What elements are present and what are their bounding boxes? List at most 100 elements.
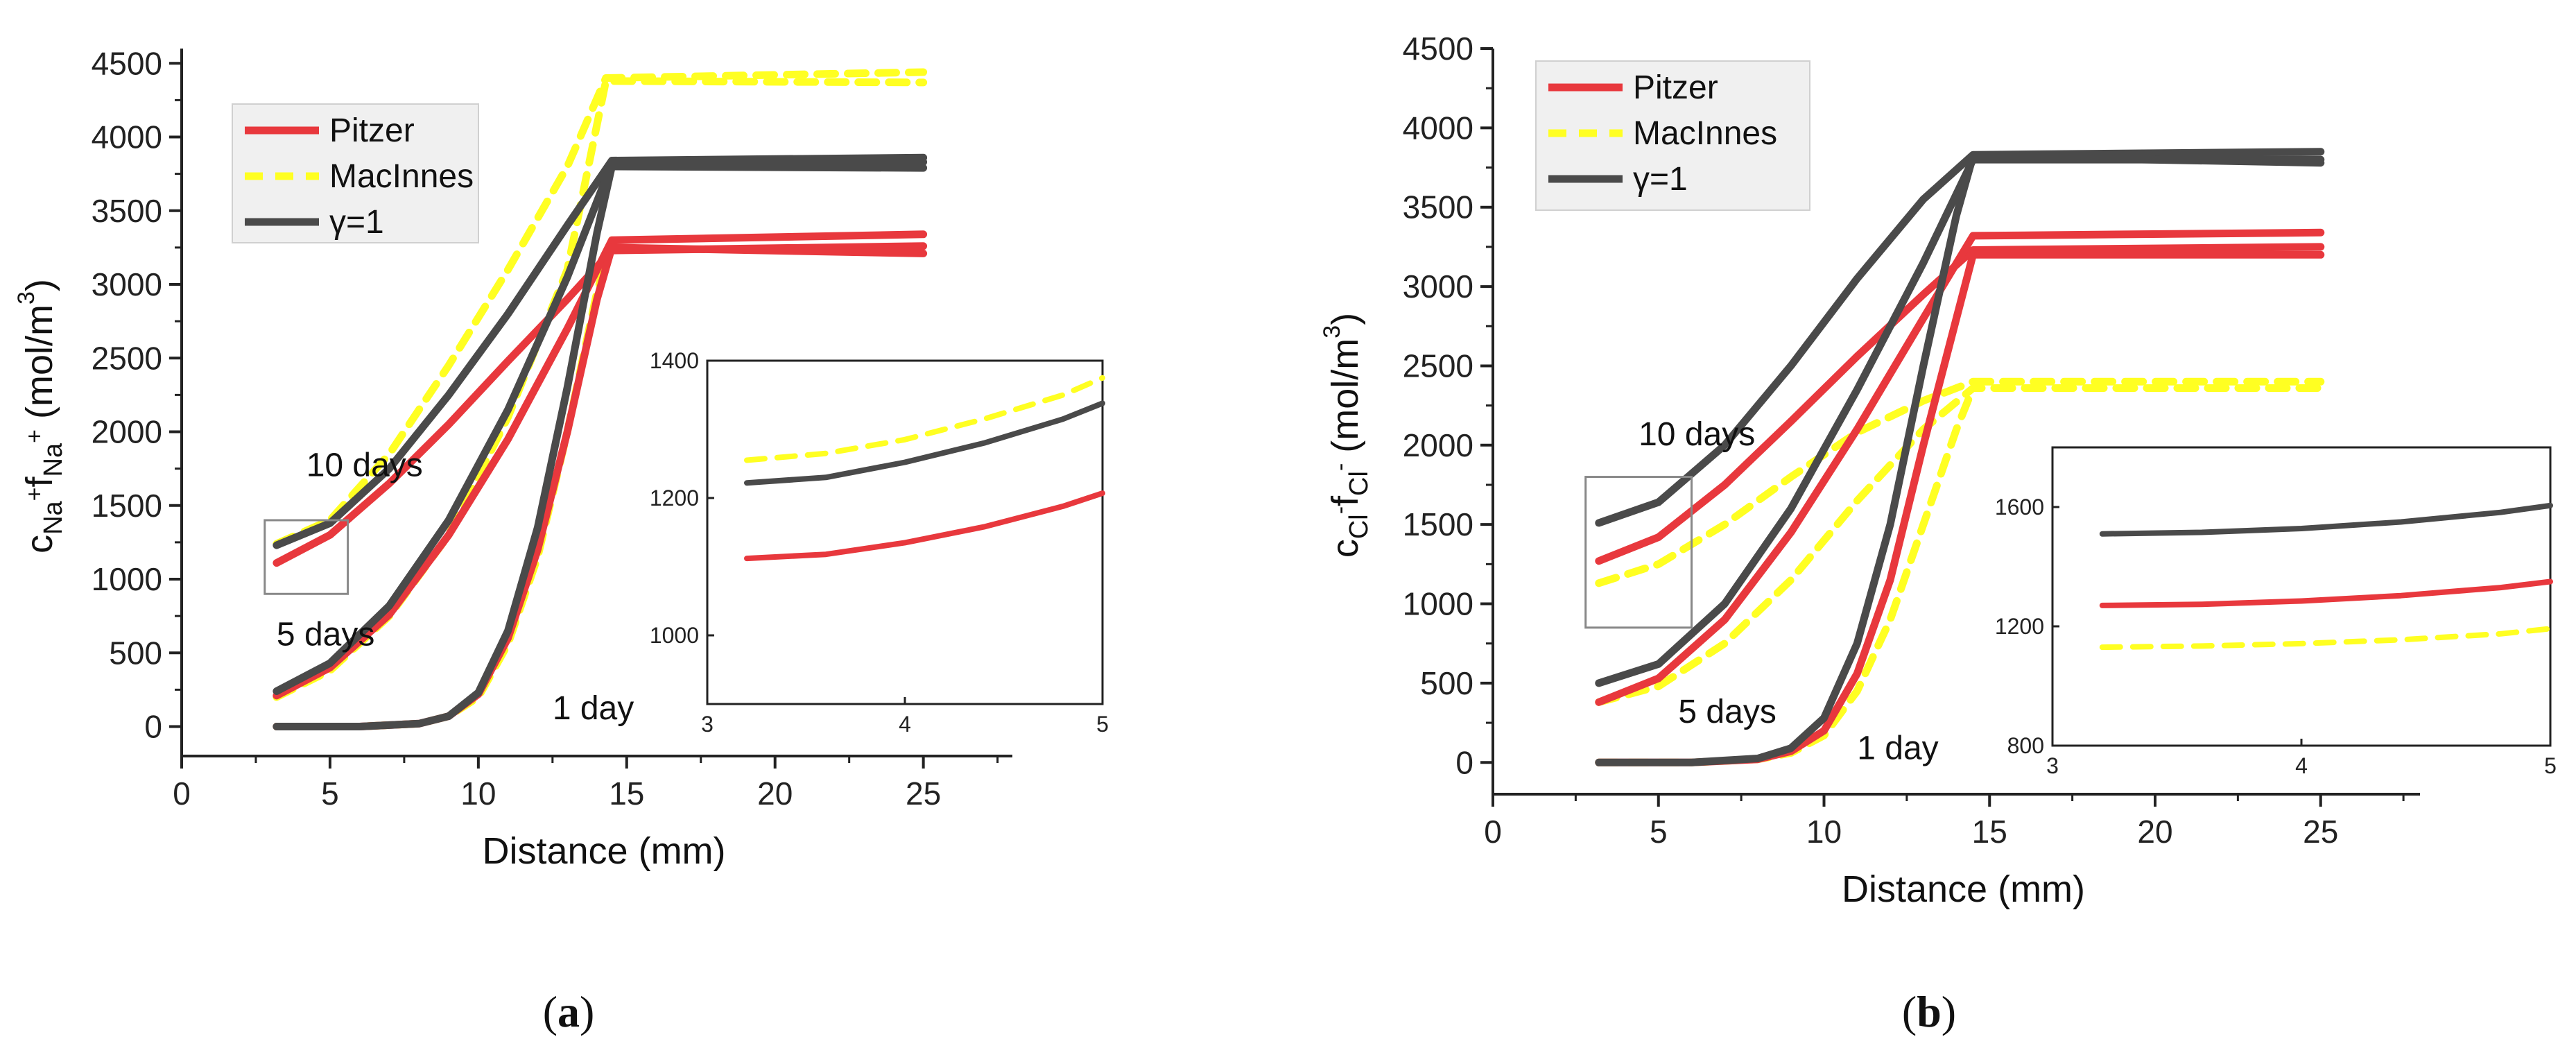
legend-label: MacInnes bbox=[1633, 115, 1777, 152]
panel-label: (b) bbox=[1902, 987, 1956, 1036]
x-tick-label: 20 bbox=[757, 775, 793, 812]
y-axis-title-part: - bbox=[1327, 506, 1354, 514]
y-axis-title-part: (mol/m bbox=[1324, 338, 1366, 463]
x-axis-title: Distance (mm) bbox=[482, 830, 725, 872]
inset-y-tick-label: 1400 bbox=[650, 348, 699, 373]
series-line-Pitzer-5-days bbox=[1595, 228, 2325, 706]
y-axis-title-part: 3 bbox=[1319, 325, 1345, 338]
inset-y-tick-label: 1200 bbox=[650, 486, 699, 510]
inset-x-tick-label: 5 bbox=[2544, 753, 2557, 778]
inset-x-tick-label: 3 bbox=[2046, 753, 2059, 778]
series-line-1-10-days bbox=[273, 153, 928, 549]
inset-y-tick-label: 800 bbox=[2007, 733, 2044, 758]
inset-series-line-1 bbox=[2099, 502, 2553, 537]
y-axis-title-part: - bbox=[1327, 463, 1354, 471]
inset-frame bbox=[706, 359, 1104, 705]
y-axis-title-part: ) bbox=[19, 279, 60, 291]
y-tick-label: 500 bbox=[1420, 665, 1473, 701]
panel-label-open: ( bbox=[1902, 987, 1917, 1036]
y-tick-label: 1000 bbox=[1403, 586, 1473, 622]
inset-y-tick-label: 1200 bbox=[1995, 614, 2044, 639]
series-line-1-1-day bbox=[273, 162, 928, 730]
y-tick-label: 2000 bbox=[92, 414, 162, 450]
legend-label: MacInnes bbox=[329, 158, 474, 195]
inset-y-tick-label: 1600 bbox=[1995, 495, 2044, 520]
panel-label-close: ) bbox=[580, 987, 594, 1036]
inset-y-tick-label: 1000 bbox=[650, 623, 699, 648]
y-axis-title-part: + bbox=[21, 487, 48, 501]
y-tick-label: 3000 bbox=[1403, 268, 1473, 304]
y-axis-title-part: (mol/m bbox=[19, 304, 60, 429]
x-tick-label: 25 bbox=[906, 775, 941, 812]
y-tick-label: 1000 bbox=[92, 561, 162, 597]
y-axis-title: cNa+fNa+ (mol/m3) bbox=[13, 279, 68, 554]
x-tick-label: 20 bbox=[2137, 814, 2172, 850]
y-tick-label: 2000 bbox=[1403, 427, 1473, 463]
panel-label-open: ( bbox=[543, 987, 557, 1036]
series-line-Pitzer-10-days bbox=[1595, 243, 2325, 565]
inset-series-line-1 bbox=[744, 400, 1105, 486]
x-tick-label: 10 bbox=[1806, 814, 1842, 850]
y-axis-title-part: Cl bbox=[1345, 514, 1374, 539]
y-axis-title-part: + bbox=[21, 429, 48, 443]
panel-label-letter: b bbox=[1917, 987, 1942, 1036]
y-tick-label: 1500 bbox=[92, 488, 162, 524]
y-tick-label: 3500 bbox=[1403, 189, 1473, 225]
y-axis-title-part: Na bbox=[39, 443, 68, 477]
y-axis-title-part: Na bbox=[39, 500, 68, 534]
annotation-label: 1 day bbox=[553, 690, 634, 727]
y-tick-label: 3000 bbox=[92, 266, 162, 302]
y-axis-title: cCl-fCl- (mol/m3) bbox=[1319, 313, 1374, 558]
y-axis-title-part: c bbox=[19, 535, 60, 554]
panel-label-letter: a bbox=[557, 987, 580, 1036]
inset-series-line-Pitzer bbox=[744, 490, 1105, 562]
x-axis-title: Distance (mm) bbox=[1842, 868, 2085, 910]
inset-chart: 3 4 5 1000 1200 1400 bbox=[650, 348, 1109, 737]
y-axis-title-part: Cl bbox=[1345, 471, 1374, 496]
y-tick-label: 3500 bbox=[92, 193, 162, 229]
inset-series-line-MacInnes bbox=[2099, 626, 2553, 651]
x-tick-label: 10 bbox=[460, 775, 496, 812]
inset-frame bbox=[2051, 446, 2552, 747]
inset-series-line-Pitzer bbox=[2099, 578, 2553, 608]
x-tick-label: 15 bbox=[1972, 814, 2007, 850]
y-tick-label: 4000 bbox=[92, 119, 162, 155]
panel-label-close: ) bbox=[1942, 987, 1956, 1036]
legend-label: γ=1 bbox=[329, 204, 384, 241]
series-line-MacInnes-5-days bbox=[1595, 384, 2325, 706]
inset-chart: 3 4 5 800 1200 1600 bbox=[1995, 446, 2557, 778]
chart-panel-a: 0 5 10 15 20 25 0 500 1000 1500 2000 2500 3000 3500 40… bbox=[13, 45, 1109, 1036]
legend-label: Pitzer bbox=[1633, 69, 1718, 106]
zoom-box bbox=[263, 519, 349, 595]
inset-x-tick-label: 5 bbox=[1096, 712, 1109, 737]
annotation-label: 10 days bbox=[306, 447, 423, 483]
x-tick-label: 15 bbox=[609, 775, 644, 812]
chart-panel-b: 0 5 10 15 20 25 0 500 1000 1500 2000 2500 3000 3500 40… bbox=[1319, 31, 2557, 1036]
series-line-1-10-days bbox=[1595, 148, 2325, 527]
series-line-1-1-day bbox=[1595, 153, 2325, 766]
y-axis-title-part: c bbox=[1324, 539, 1366, 558]
inset-x-tick-label: 4 bbox=[899, 712, 911, 737]
y-tick-label: 0 bbox=[1455, 744, 1473, 780]
y-tick-label: 500 bbox=[109, 635, 162, 671]
x-tick-label: 25 bbox=[2303, 814, 2338, 850]
y-tick-label: 4000 bbox=[1403, 110, 1473, 146]
y-axis-title-part: f bbox=[19, 476, 60, 487]
legend-label: Pitzer bbox=[329, 112, 415, 149]
inset-series-line-MacInnes bbox=[744, 375, 1105, 463]
panel-label: (a) bbox=[543, 987, 595, 1036]
zoom-box bbox=[1584, 476, 1693, 629]
y-tick-label: 2500 bbox=[1403, 347, 1473, 384]
x-tick-label: 5 bbox=[1650, 814, 1668, 850]
x-tick-label: 0 bbox=[173, 775, 191, 812]
x-tick-label: 0 bbox=[1484, 814, 1502, 850]
y-axis-title-part: 3 bbox=[13, 291, 40, 304]
legend-label: γ=1 bbox=[1633, 161, 1688, 198]
annotation-label: 1 day bbox=[1857, 730, 1938, 767]
y-tick-label: 4500 bbox=[1403, 31, 1473, 67]
inset-x-tick-label: 4 bbox=[2295, 753, 2308, 778]
y-axis-title-part: f bbox=[1324, 495, 1366, 506]
y-tick-label: 4500 bbox=[92, 45, 162, 81]
y-tick-label: 1500 bbox=[1403, 506, 1473, 542]
